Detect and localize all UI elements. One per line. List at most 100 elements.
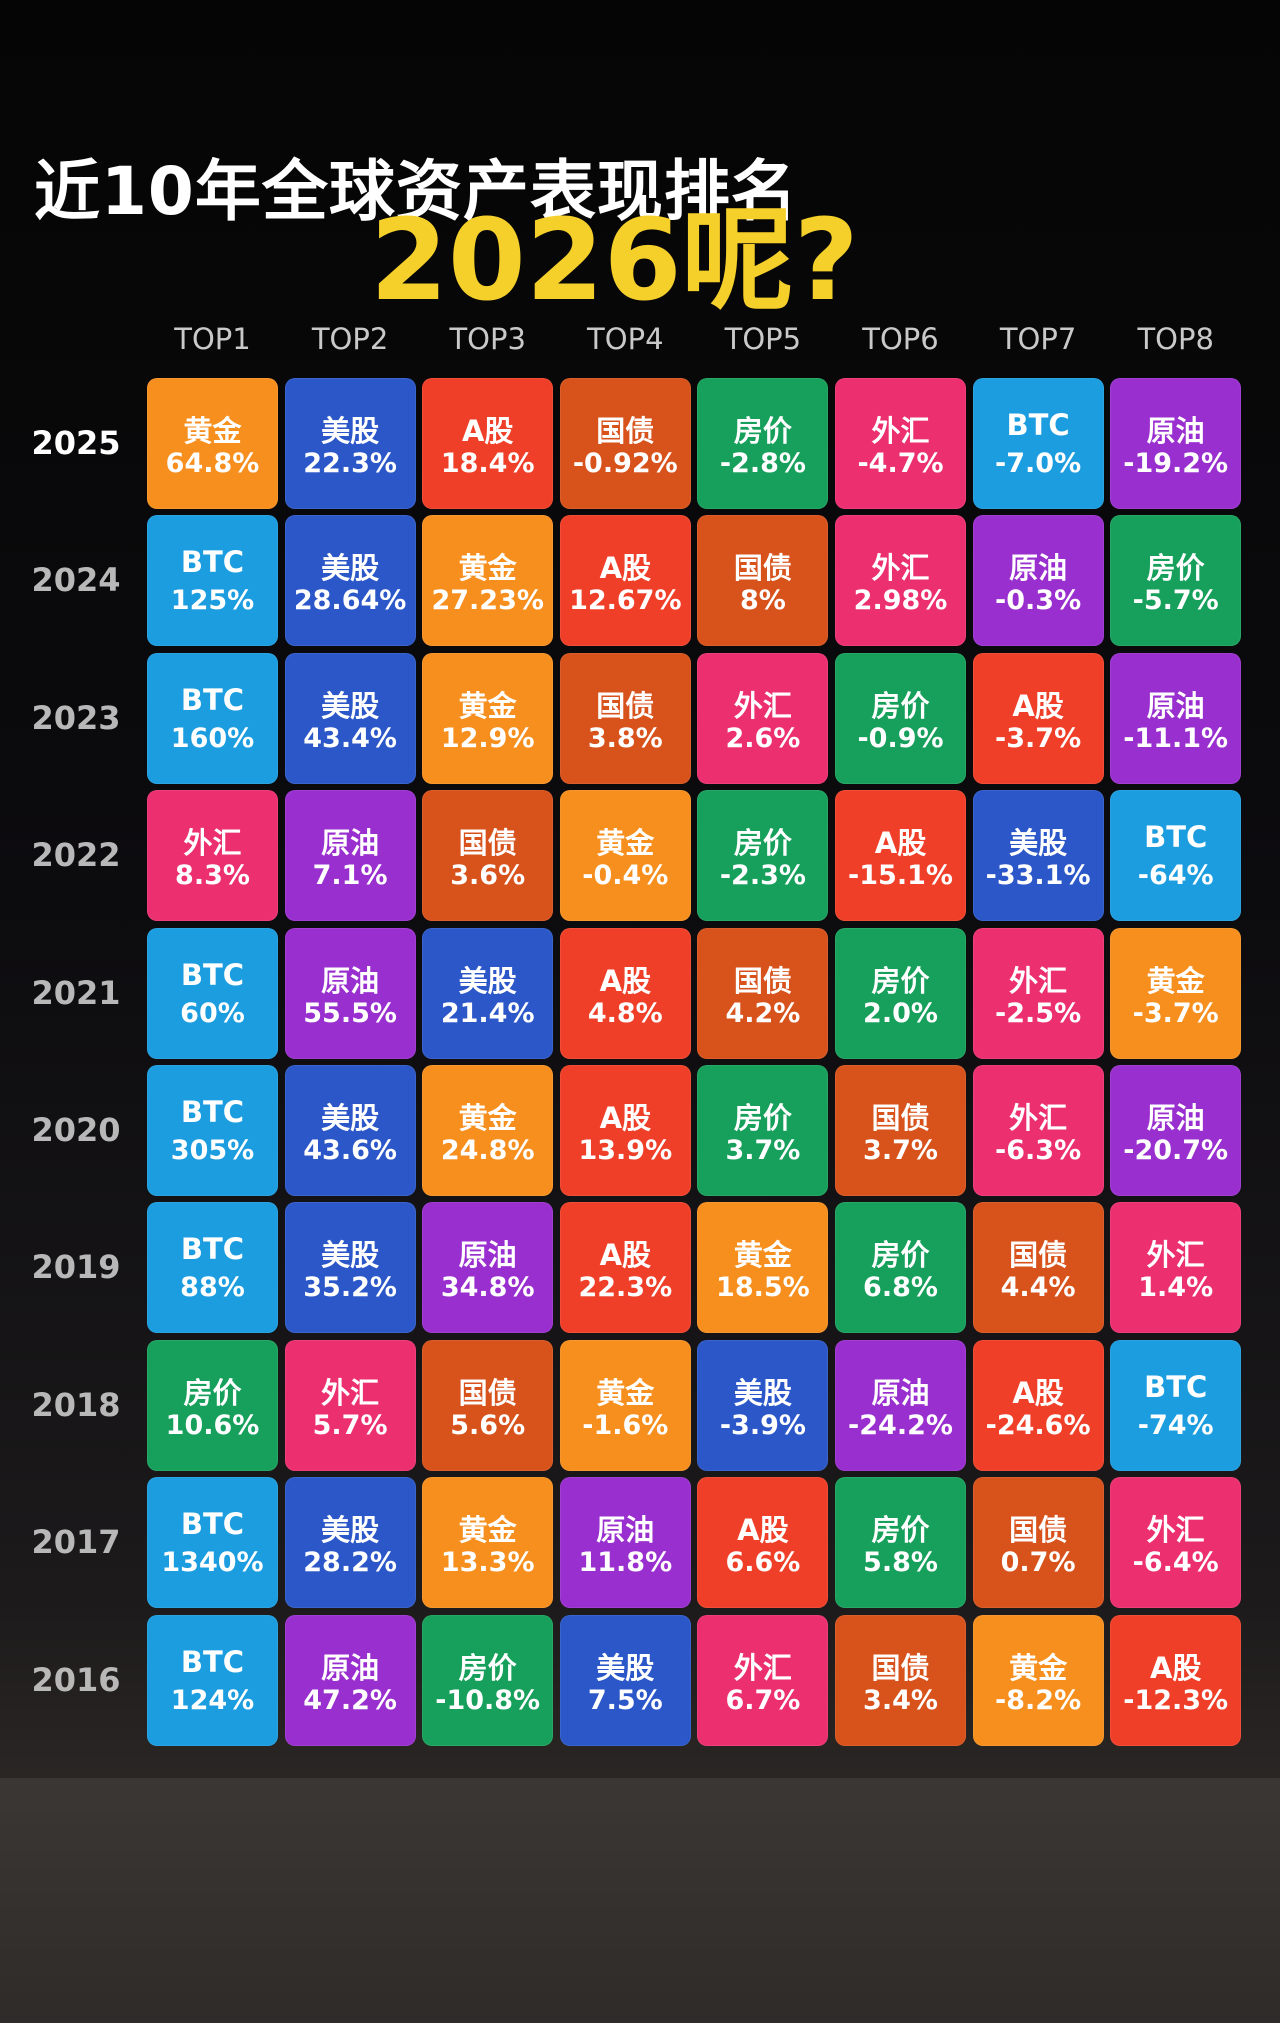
asset-name: BTC [180, 545, 245, 580]
asset-cell: 国债 3.8% [559, 652, 691, 784]
asset-name: 原油 [1146, 1101, 1205, 1135]
asset-change: -33.1% [985, 860, 1091, 892]
asset-change: -1.6% [582, 1409, 669, 1441]
asset-change: 27.23% [431, 585, 544, 617]
asset-cell: 房价 -5.7% [1110, 515, 1242, 647]
asset-name: 原油 [1009, 551, 1068, 586]
asset-cell: 黄金 -3.7% [1110, 927, 1242, 1059]
asset-name: 美股 [321, 1513, 380, 1548]
asset-change: -0.92% [572, 448, 678, 479]
asset-cell: A股 6.6% [697, 1477, 829, 1609]
asset-name: 房价 [733, 414, 792, 448]
asset-name: A股 [599, 963, 652, 998]
asset-change: 2.98% [853, 585, 948, 617]
asset-cell: 房价 -2.8% [697, 378, 829, 509]
asset-cell: 美股 28.64% [284, 515, 416, 647]
asset-name: A股 [599, 551, 652, 586]
asset-cell: 国债 3.4% [835, 1614, 966, 1746]
asset-change: 8% [739, 585, 786, 617]
asset-change: 55.5% [303, 997, 397, 1029]
asset-name: BTC [180, 1232, 245, 1267]
asset-change: 1340% [161, 1547, 264, 1579]
asset-name: 房价 [183, 1375, 242, 1410]
asset-change: -20.7% [1123, 1135, 1229, 1166]
asset-name: 国债 [596, 688, 655, 723]
asset-cell: 外汇 6.7% [697, 1614, 829, 1746]
asset-change: -6.4% [1132, 1547, 1219, 1579]
asset-change: 160% [170, 722, 255, 754]
asset-cell: A股 22.3% [559, 1202, 691, 1334]
asset-change: 5.7% [312, 1409, 388, 1441]
asset-change: 7.5% [587, 1684, 663, 1716]
asset-change: 4.8% [587, 997, 663, 1029]
asset-cell: 美股 43.4% [284, 652, 416, 784]
asset-cell: 黄金 12.9% [422, 652, 554, 784]
asset-name: BTC [180, 682, 245, 717]
title: 近10年全球资产表现排名 [34, 153, 798, 230]
asset-change: -15.1% [848, 860, 953, 892]
asset-cell: A股 13.9% [559, 1065, 691, 1196]
column-header: TOP1 [174, 322, 251, 356]
asset-cell: 黄金 -0.4% [559, 790, 691, 922]
bottom-band [0, 1778, 1280, 2023]
asset-change: -10.8% [435, 1684, 541, 1716]
asset-cell: 黄金 13.3% [422, 1477, 554, 1609]
year-label: 2024 [31, 561, 121, 600]
asset-change: 34.8% [440, 1272, 535, 1304]
asset-change: 24.8% [440, 1135, 535, 1166]
asset-name: 国债 [733, 963, 792, 998]
asset-name: 国债 [1009, 1238, 1068, 1273]
asset-name: 黄金 [1009, 1650, 1068, 1685]
asset-cell: 房价 2.0% [835, 927, 966, 1059]
asset-change: -2.5% [995, 997, 1082, 1029]
asset-change: -64% [1137, 860, 1214, 892]
asset-cell: 国债 3.7% [835, 1065, 966, 1196]
asset-name: 原油 [871, 1375, 930, 1410]
asset-change: 124% [170, 1684, 255, 1716]
asset-cell: 原油 -19.2% [1110, 378, 1242, 509]
subtitle: 2026呢? [370, 196, 859, 326]
column-header: TOP3 [449, 322, 526, 356]
asset-change: 4.4% [1000, 1272, 1076, 1304]
asset-name: 美股 [321, 1101, 380, 1135]
asset-cell: 美股 -33.1% [972, 790, 1104, 922]
asset-cell: 美股 22.3% [284, 378, 416, 509]
asset-name: A股 [874, 826, 927, 861]
asset-cell: BTC 88% [147, 1202, 278, 1334]
asset-name: 原油 [321, 1650, 380, 1685]
asset-name: BTC [180, 1095, 245, 1129]
asset-name: 原油 [321, 826, 380, 861]
asset-cell: BTC -74% [1110, 1339, 1242, 1471]
asset-cell: BTC 124% [147, 1614, 278, 1746]
asset-cell: 原油 11.8% [559, 1477, 691, 1609]
asset-change: -74% [1137, 1409, 1214, 1441]
asset-change: 5.6% [450, 1409, 526, 1441]
asset-name: A股 [737, 1513, 789, 1548]
asset-name: A股 [1012, 1375, 1064, 1410]
asset-name: 外汇 [871, 551, 930, 586]
year-label: 2023 [31, 698, 121, 737]
asset-change: 13.9% [578, 1135, 673, 1166]
asset-cell: 原油 34.8% [422, 1202, 554, 1334]
asset-change: 22.3% [303, 448, 397, 479]
asset-cell: 外汇 -2.5% [972, 927, 1104, 1059]
asset-name: 外汇 [1009, 1101, 1068, 1135]
column-header: TOP7 [999, 322, 1077, 356]
asset-cell: 美股 28.2% [284, 1477, 416, 1609]
asset-cell: 美股 -3.9% [697, 1339, 829, 1471]
asset-cell: BTC 1340% [147, 1477, 278, 1609]
asset-cell: 美股 21.4% [422, 927, 554, 1059]
asset-change: 8.3% [175, 860, 250, 892]
asset-cell: 房价 -10.8% [422, 1614, 554, 1746]
asset-cell: 原油 -0.3% [972, 515, 1104, 647]
asset-name: 房价 [458, 1650, 517, 1685]
asset-change: 28.64% [293, 585, 407, 617]
asset-name: 外汇 [1009, 963, 1068, 998]
asset-name: 美股 [321, 414, 380, 448]
asset-name: 外汇 [1146, 1513, 1205, 1548]
asset-name: 国债 [733, 551, 792, 586]
asset-change: 6.7% [725, 1684, 801, 1716]
asset-name: A股 [599, 1238, 652, 1273]
asset-cell: 美股 7.5% [559, 1614, 691, 1746]
